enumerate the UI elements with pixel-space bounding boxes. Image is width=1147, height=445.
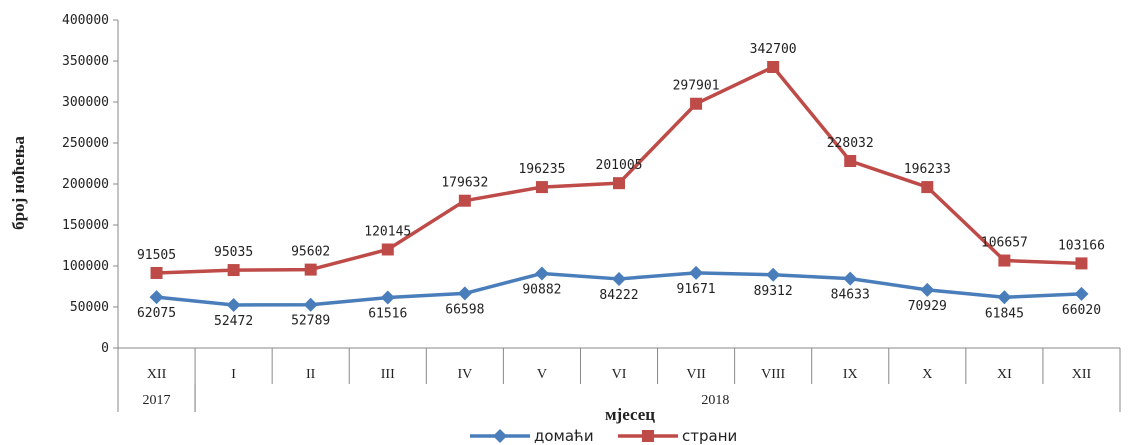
- x-tick-label: XII: [147, 367, 167, 382]
- data-label: 95602: [291, 245, 330, 260]
- data-point: [534, 266, 549, 281]
- legend-label: домаћи: [534, 427, 594, 445]
- data-point: [766, 267, 781, 282]
- data-point: [690, 97, 703, 110]
- data-point: [921, 181, 934, 194]
- data-label: 201005: [596, 158, 643, 173]
- x-tick-label: II: [306, 367, 316, 382]
- data-point: [1075, 257, 1088, 270]
- data-point: [380, 290, 395, 305]
- data-point: [997, 290, 1012, 305]
- data-label: 90882: [522, 282, 561, 297]
- series-1: 62075 52472 52789 61516 66598 90882 84222 91671…: [137, 265, 1101, 329]
- data-point: [226, 297, 241, 312]
- data-label: 342700: [750, 42, 797, 57]
- x-tick-label: VII: [686, 367, 706, 382]
- data-point: [612, 271, 626, 286]
- data-label: 89312: [754, 284, 793, 299]
- y-tick-label: 250000: [62, 136, 109, 151]
- legend-marker: [642, 430, 654, 442]
- x-tick-label: X: [922, 367, 932, 382]
- y-tick-label: 200000: [62, 177, 109, 192]
- y-tick-label: 300000: [62, 95, 109, 110]
- data-label: 52472: [214, 314, 253, 329]
- legend: домаћи страни: [470, 427, 737, 445]
- x-tick-label: XI: [997, 367, 1012, 382]
- x-tick-label: III: [381, 367, 395, 382]
- data-label: 84222: [599, 288, 638, 303]
- data-point: [381, 243, 394, 256]
- data-point: [149, 290, 164, 305]
- data-point: [1074, 286, 1089, 301]
- y-tick-label: 350000: [62, 54, 109, 69]
- data-label: 62075: [137, 306, 176, 321]
- data-label: 84633: [831, 288, 870, 303]
- data-point: [767, 60, 780, 73]
- data-point: [613, 177, 625, 190]
- series-2: 91505 95035 95602 120145 179632 196235 201005 2…: [137, 42, 1105, 279]
- data-label: 196233: [904, 162, 951, 177]
- data-point: [689, 265, 704, 280]
- data-point: [535, 181, 548, 194]
- data-label: 91671: [677, 282, 716, 297]
- data-label: 179632: [441, 176, 488, 191]
- data-label: 120145: [364, 224, 411, 239]
- data-label: 106657: [981, 236, 1028, 251]
- data-point: [998, 254, 1011, 267]
- legend-label: страни: [682, 427, 737, 445]
- x-tick-label: XII: [1072, 367, 1092, 382]
- y-tick-label: 100000: [62, 259, 109, 274]
- x-tick-label: VIII: [761, 367, 785, 382]
- data-label: 103166: [1058, 238, 1105, 253]
- y-axis: 0 50000 100000 150000 200000 250000 300000 3500…: [62, 13, 119, 356]
- data-point: [150, 266, 163, 279]
- x-axis-title: мјесец: [605, 405, 655, 424]
- data-point: [458, 194, 471, 207]
- data-point: [457, 286, 472, 301]
- y-tick-label: 0: [101, 341, 109, 356]
- data-label: 66020: [1062, 303, 1101, 318]
- data-label: 228032: [827, 136, 874, 151]
- data-point: [303, 297, 318, 312]
- legend-marker: [493, 429, 507, 443]
- data-label: 95035: [214, 245, 253, 260]
- data-point: [844, 155, 857, 168]
- data-point: [920, 282, 935, 297]
- data-label: 66598: [445, 302, 484, 317]
- y-tick-label: 400000: [62, 13, 109, 28]
- data-label: 52789: [291, 314, 330, 329]
- data-label: 61845: [985, 306, 1024, 321]
- y-tick-label: 50000: [70, 300, 109, 315]
- x-tick-label: I: [231, 367, 236, 382]
- series-layer: 62075 52472 52789 61516 66598 90882 84222 91671…: [137, 42, 1105, 329]
- x-tick-label: IX: [843, 367, 858, 382]
- x-tick-label: IV: [457, 367, 472, 382]
- year-group-label: 2018: [701, 393, 729, 408]
- data-point: [227, 264, 240, 277]
- x-tick-label: V: [537, 367, 547, 382]
- data-point: [843, 271, 858, 286]
- x-tick-label: VI: [612, 367, 627, 382]
- y-tick-label: 150000: [62, 218, 109, 233]
- data-label: 91505: [137, 248, 176, 263]
- data-point: [304, 263, 317, 276]
- data-label: 196235: [518, 162, 565, 177]
- y-axis-title: број ноћења: [9, 136, 28, 230]
- data-label: 70929: [908, 299, 947, 314]
- year-group-label: 2017: [143, 393, 171, 408]
- data-label: 61516: [368, 307, 407, 322]
- data-label: 297901: [673, 79, 720, 94]
